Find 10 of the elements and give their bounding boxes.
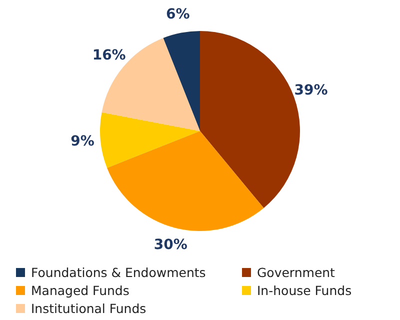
legend-label: Managed Funds [30, 283, 130, 298]
legend-label: Institutional Funds [30, 301, 148, 316]
data-label: 9% [70, 134, 94, 150]
legend-label: Government [256, 265, 336, 280]
data-label: 6% [166, 6, 190, 23]
data-label: 16% [92, 47, 126, 64]
legend-label: In-house Funds [256, 283, 353, 298]
data-label: 30% [154, 236, 188, 253]
data-label: 39% [294, 82, 328, 99]
legend-label: Foundations & Endowments [30, 265, 207, 280]
